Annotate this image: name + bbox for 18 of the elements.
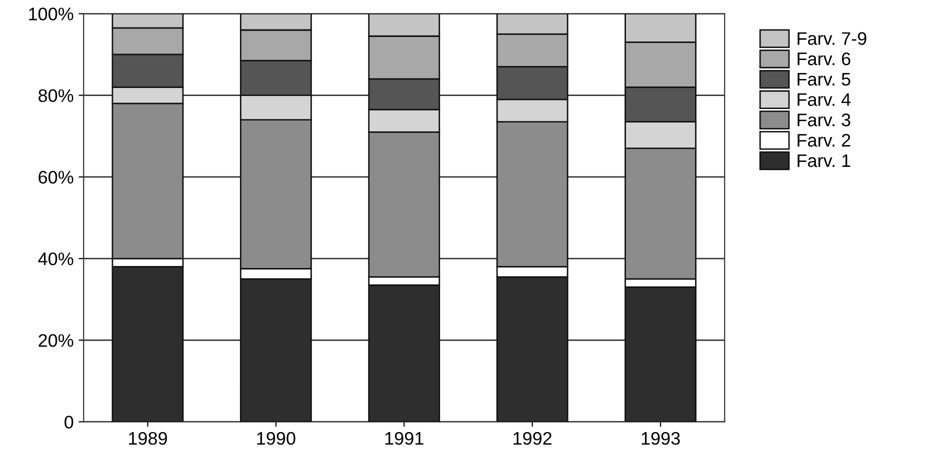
legend-label: Farv. 2 [798,134,850,147]
legend-label: Farv. 3 [798,114,850,126]
legend-label: Farv. 4 [798,93,851,106]
legend-label: Farv. 5 [798,73,850,86]
y-tick-label: 20% [38,334,74,347]
y-tick-label: 0 [64,416,74,429]
y-tick-label: 100% [29,8,74,20]
y-tick-label: 60% [38,170,74,184]
x-tick-label: 1993 [642,432,680,445]
x-tick-label: 1990 [257,432,296,445]
x-tick-label: 1991 [385,432,424,445]
y-tick-label: 40% [38,252,74,266]
x-tick-label: 1989 [129,432,167,445]
legend-label: Farv. 6 [798,52,850,66]
legend-label: Farv. 7-9 [798,32,866,45]
y-tick-label: 80% [38,89,74,102]
x-tick-label: 1992 [514,432,552,445]
legend-label: Farv. 1 [798,154,850,168]
